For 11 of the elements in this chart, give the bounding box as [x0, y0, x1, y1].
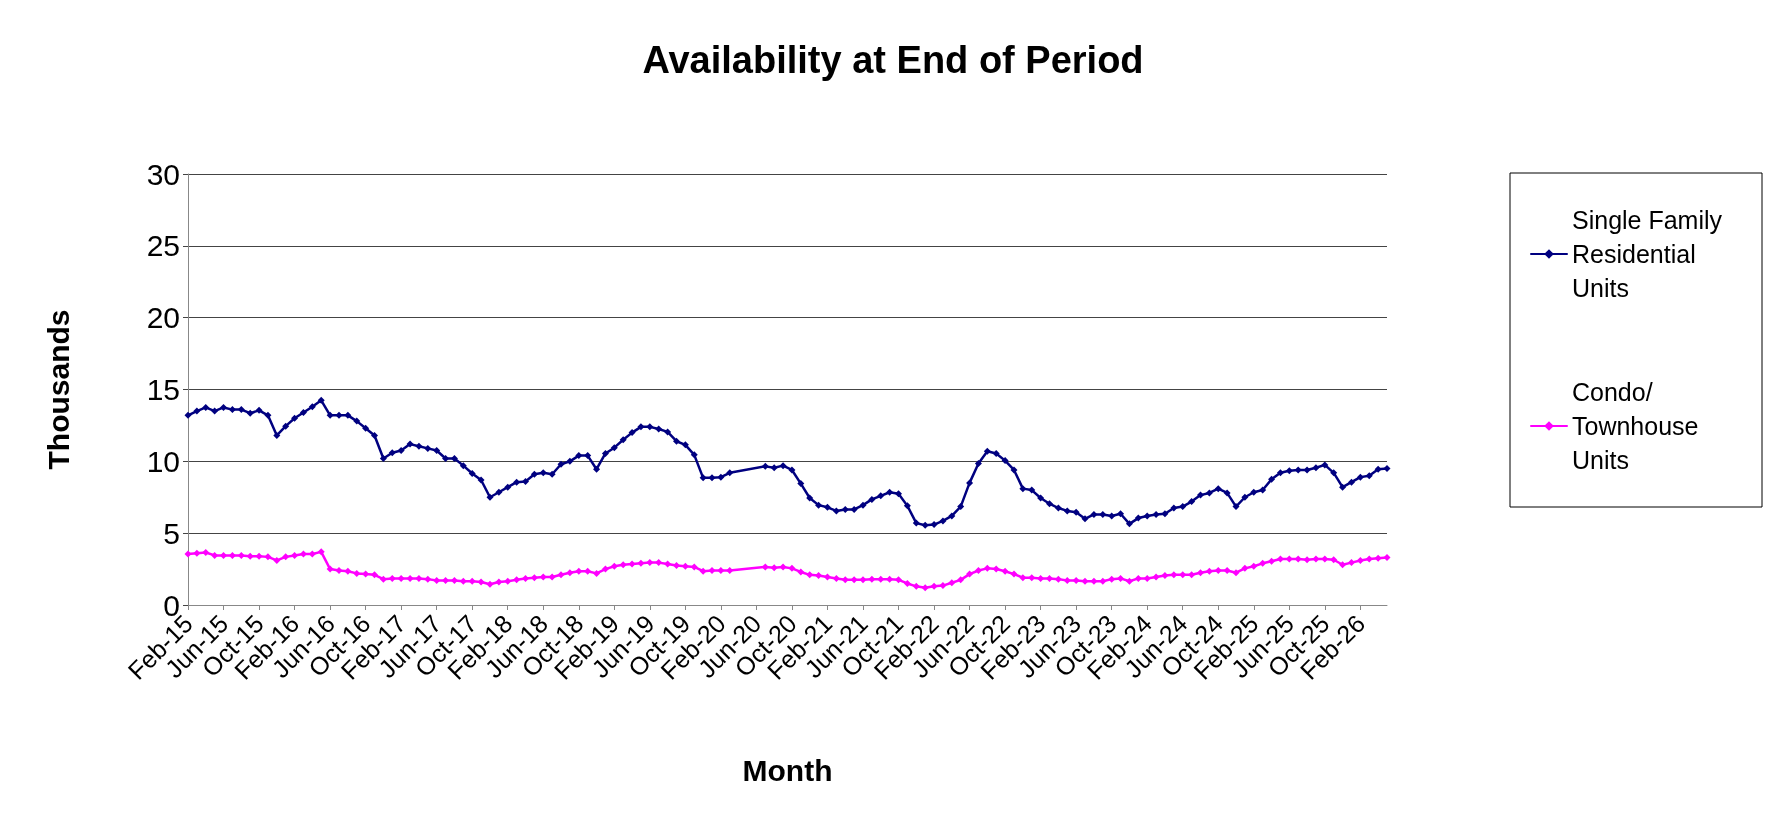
x-axis-title: Month: [742, 753, 833, 787]
legend-label: Single Family Residential Units: [1572, 206, 1729, 302]
y-tick-label: 20: [146, 301, 180, 335]
y-tick-label: 15: [146, 373, 180, 406]
y-tick-label: 10: [146, 444, 180, 478]
y-tick-label: 30: [146, 157, 180, 191]
legend-label: Condo/ Townhouse Units: [1572, 378, 1706, 474]
y-axis-title: Thousands: [41, 309, 75, 470]
y-tick-label: 25: [146, 229, 180, 263]
y-tick-label: 5: [163, 516, 180, 550]
chart-title: Availability at End of Period: [642, 39, 1144, 81]
